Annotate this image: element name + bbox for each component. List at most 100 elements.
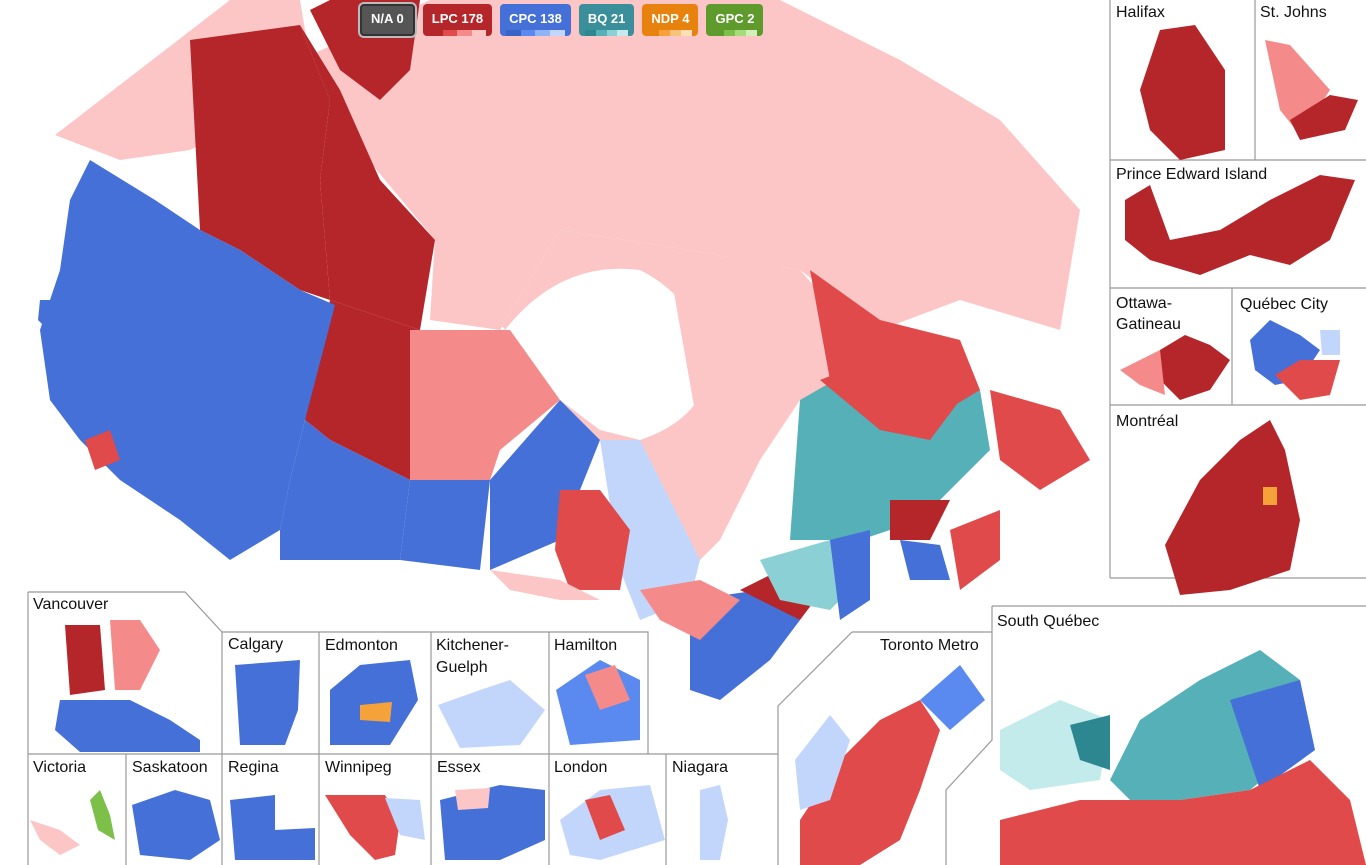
legend-na-label: N/A 0 xyxy=(371,10,404,26)
vancouver-shape-2[interactable] xyxy=(110,620,160,690)
winnipeg-cpc[interactable] xyxy=(385,798,425,840)
legend-gpc-label: GPC 2 xyxy=(715,10,755,26)
pei-shape[interactable] xyxy=(1125,175,1355,275)
region-nova-scotia[interactable] xyxy=(950,510,1000,590)
region-nunavut-west[interactable] xyxy=(305,300,420,480)
vancouver-shape[interactable] xyxy=(65,625,105,695)
south-quebec-lpc[interactable] xyxy=(1000,760,1366,865)
winnipeg-shape[interactable] xyxy=(325,795,400,860)
region-ontario-se[interactable] xyxy=(490,570,600,600)
party-legend: N/A 0 LPC 178 CPC 138 BQ 21 NDP 4 GPC 2 xyxy=(360,4,764,36)
region-ontario-mid[interactable] xyxy=(640,580,740,640)
saskatoon-shape[interactable] xyxy=(132,790,220,860)
legend-ndp-shades xyxy=(648,30,693,36)
region-manitoba-south[interactable] xyxy=(490,400,600,570)
legend-cpc-shades xyxy=(506,30,565,36)
inset-label-london: London xyxy=(554,759,608,776)
region-north-quebec[interactable] xyxy=(670,250,870,560)
region-yukon[interactable] xyxy=(190,25,330,300)
region-new-brunswick[interactable] xyxy=(900,540,950,580)
edmonton-shape[interactable] xyxy=(330,660,418,745)
st-johns-shape-2[interactable] xyxy=(1290,95,1358,140)
inset-label-vancouver: Vancouver xyxy=(33,596,109,613)
inset-label-ottawa-gatineau-1: Ottawa- xyxy=(1116,295,1173,312)
inset-label-hamilton: Hamilton xyxy=(554,637,618,654)
inset-label-kitchener-guelph-2: Guelph xyxy=(436,659,488,676)
montreal-ndp-riding[interactable] xyxy=(1263,487,1277,505)
legend-na[interactable]: N/A 0 xyxy=(360,4,415,36)
gatineau-shape[interactable] xyxy=(1120,350,1165,395)
vancouver-shape-3[interactable] xyxy=(55,700,200,752)
legend-lpc-label: LPC 178 xyxy=(431,10,484,26)
inset-label-winnipeg: Winnipeg xyxy=(325,759,392,776)
montreal-shape[interactable] xyxy=(1165,420,1300,595)
victoria-shape[interactable] xyxy=(90,790,115,840)
inset-label-south-quebec: South Québec xyxy=(997,613,1100,630)
legend-gpc-shades xyxy=(712,30,758,36)
region-ontario-west[interactable] xyxy=(555,490,630,590)
region-quebec-east[interactable] xyxy=(830,530,870,620)
toronto-west[interactable] xyxy=(795,715,850,810)
halifax-shape[interactable] xyxy=(1140,25,1225,160)
inset-label-st-johns: St. Johns xyxy=(1260,4,1327,21)
legend-ndp-label: NDP 4 xyxy=(651,10,690,26)
south-quebec-west-dark[interactable] xyxy=(1070,715,1110,770)
inset-frames xyxy=(27,0,1366,865)
region-manitoba-north[interactable] xyxy=(410,330,560,480)
territories-arctic xyxy=(55,0,1080,560)
region-nwt[interactable] xyxy=(300,25,435,330)
inset-label-niagara: Niagara xyxy=(672,759,729,776)
inset-label-edmonton: Edmonton xyxy=(325,637,398,654)
region-anticosti xyxy=(913,469,957,481)
region-arctic-islands[interactable] xyxy=(300,0,1080,330)
ottawa-shape[interactable] xyxy=(1160,335,1230,400)
inset-label-halifax: Halifax xyxy=(1116,4,1165,21)
inset-shapes xyxy=(30,25,1366,865)
essex-lpc[interactable] xyxy=(455,788,490,810)
legend-cpc-label: CPC 138 xyxy=(509,10,562,26)
south-quebec-cpc[interactable] xyxy=(1230,680,1315,790)
regina-shape[interactable] xyxy=(230,795,315,860)
inset-label-kitchener-guelph-1: Kitchener- xyxy=(436,637,509,654)
essex-shape[interactable] xyxy=(440,785,545,860)
region-bc-coast[interactable] xyxy=(38,300,50,330)
legend-lpc[interactable]: LPC 178 xyxy=(422,4,493,36)
inset-label-essex: Essex xyxy=(437,759,481,776)
london-lpc[interactable] xyxy=(585,795,625,840)
inset-label-montreal: Montréal xyxy=(1116,413,1179,430)
region-hudson-bay-water xyxy=(505,268,710,440)
region-ontario-north[interactable] xyxy=(600,440,700,620)
calgary-shape[interactable] xyxy=(235,660,300,745)
inset-label-ottawa-gatineau-2: Gatineau xyxy=(1116,316,1181,333)
legend-bq-label: BQ 21 xyxy=(587,10,626,26)
edmonton-ndp[interactable] xyxy=(360,702,392,722)
niagara-shape[interactable] xyxy=(700,785,728,860)
inset-label-pei: Prince Edward Island xyxy=(1116,166,1268,183)
inset-label-toronto-metro: Toronto Metro xyxy=(880,637,979,654)
legend-gpc[interactable]: GPC 2 xyxy=(706,4,764,36)
region-vancouver-island[interactable] xyxy=(85,430,120,470)
toronto-shape[interactable] xyxy=(800,700,940,865)
region-alberta[interactable] xyxy=(280,420,410,560)
inset-label-victoria: Victoria xyxy=(33,759,87,776)
kitchener-shape[interactable] xyxy=(438,680,545,748)
region-gaspe[interactable] xyxy=(890,500,950,540)
legend-bq[interactable]: BQ 21 xyxy=(578,4,635,36)
inset-label-quebec-city: Québec City xyxy=(1240,296,1329,313)
legend-bq-shades xyxy=(584,30,629,36)
inset-label-saskatoon: Saskatoon xyxy=(132,759,208,776)
inset-label-calgary: Calgary xyxy=(228,636,284,653)
hamilton-lpc[interactable] xyxy=(585,665,630,710)
quebec-city-shape-2[interactable] xyxy=(1275,360,1340,400)
quebec-city-shape-3[interactable] xyxy=(1320,330,1340,355)
region-labrador[interactable] xyxy=(810,270,980,420)
region-saskatchewan[interactable] xyxy=(400,480,490,570)
legend-cpc[interactable]: CPC 138 xyxy=(500,4,571,36)
inset-label-regina: Regina xyxy=(228,759,279,776)
victoria-shape-2[interactable] xyxy=(30,820,80,855)
legend-ndp[interactable]: NDP 4 xyxy=(642,4,699,36)
toronto-cpc[interactable] xyxy=(920,665,985,730)
legend-lpc-shades xyxy=(428,30,487,36)
region-newfoundland[interactable] xyxy=(990,390,1090,490)
